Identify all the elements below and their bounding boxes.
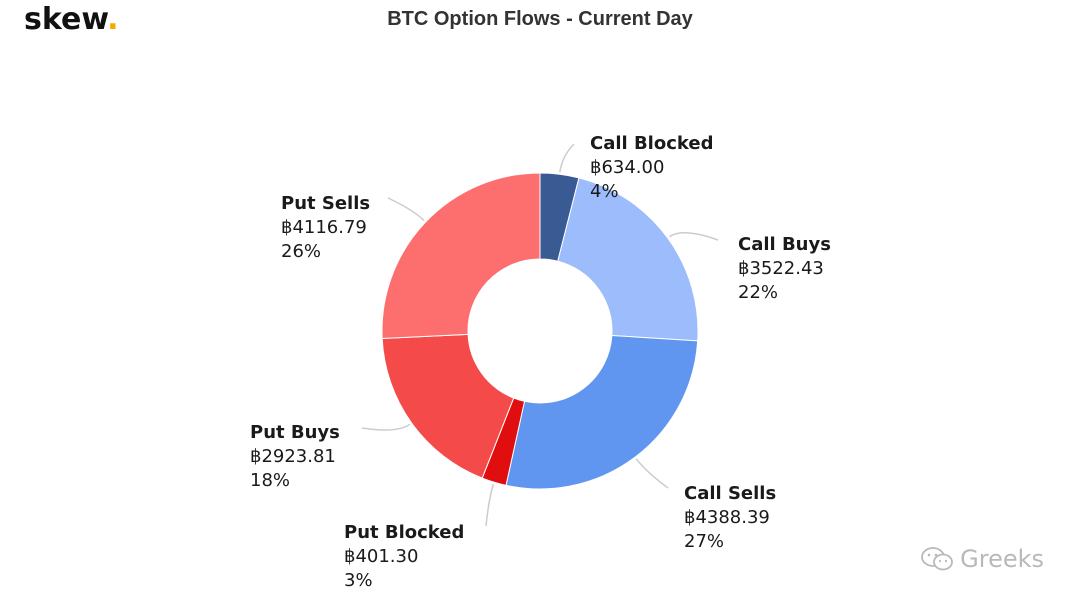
slice-label: Put Sells: [281, 193, 370, 214]
slice-percent: 22%: [738, 282, 778, 303]
slice-label: Call Sells: [684, 483, 776, 504]
logo-dot: .: [107, 2, 119, 37]
logo-text: skew: [24, 2, 108, 37]
leader-line: [361, 423, 411, 431]
slice-percent: 4%: [590, 181, 619, 202]
leader-line: [635, 458, 669, 489]
slice-label: Call Buys: [738, 234, 831, 255]
watermark: Greeks: [920, 545, 1044, 573]
slice-percent: 27%: [684, 531, 724, 552]
wechat-icon: [921, 547, 954, 571]
skew-logo: skew.: [24, 2, 119, 37]
slice-value: ฿2923.81: [250, 446, 336, 467]
slice-label: Call Blocked: [590, 133, 713, 154]
leader-line: [559, 143, 575, 173]
slice-labels-group: Call Blocked ฿634.00 4% Call Buys ฿3522.43 22…: [250, 133, 831, 591]
slice-value: ฿4388.39: [684, 507, 770, 528]
watermark-text: Greeks: [960, 545, 1044, 573]
slice-value: ฿634.00: [590, 157, 664, 178]
slice-value: ฿3522.43: [738, 258, 824, 279]
slice-label: Put Blocked: [344, 522, 464, 543]
donut-hole: [468, 259, 612, 403]
leader-line: [485, 483, 495, 527]
slice-put-sells[interactable]: [381, 172, 541, 339]
slice-percent: 3%: [344, 570, 373, 591]
slice-value: ฿4116.79: [281, 217, 367, 238]
slice-value: ฿401.30: [344, 546, 418, 567]
slice-put-buys[interactable]: [381, 333, 515, 479]
slice-percent: 26%: [281, 241, 321, 262]
chart-title: BTC Option Flows - Current Day: [387, 8, 693, 30]
leader-lines-group: [361, 143, 719, 527]
leader-line: [387, 197, 425, 222]
slice-label: Put Buys: [250, 422, 340, 443]
slice-percent: 18%: [250, 470, 290, 491]
leader-line: [668, 232, 719, 241]
